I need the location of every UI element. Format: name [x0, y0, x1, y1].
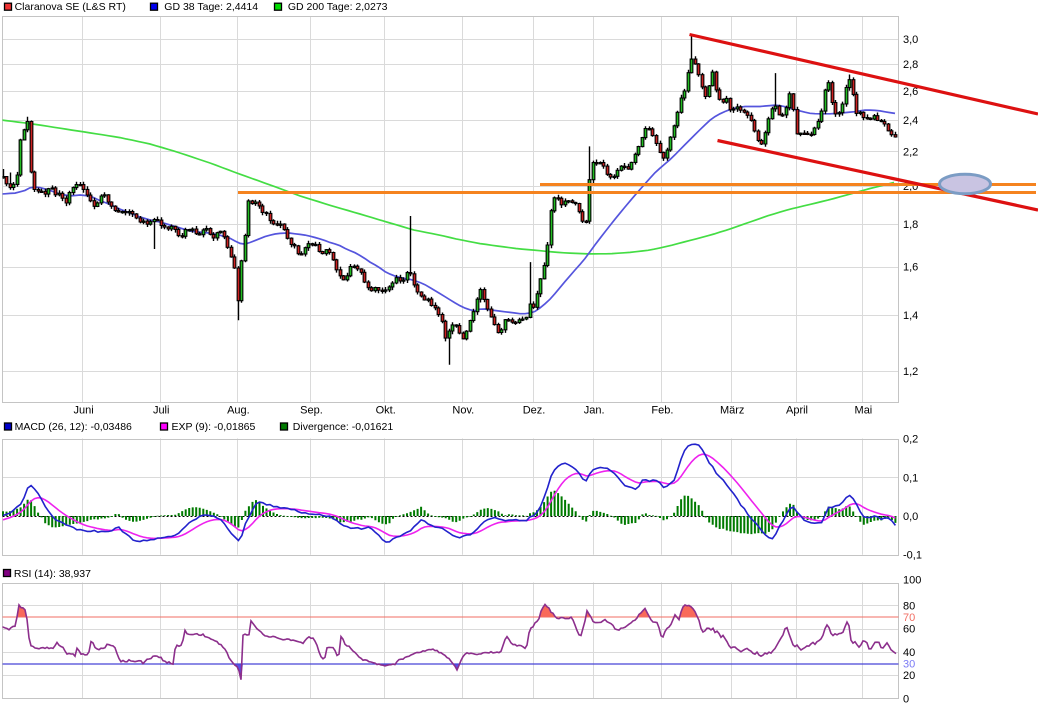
svg-text:Juni: Juni — [74, 405, 94, 417]
svg-text:Jan.: Jan. — [584, 405, 605, 417]
svg-text:-0,1: -0,1 — [903, 550, 922, 562]
svg-text:0,0: 0,0 — [903, 511, 918, 523]
svg-text:Sep.: Sep. — [300, 405, 323, 417]
svg-text:RSI (14): 38,937: RSI (14): 38,937 — [14, 568, 91, 580]
svg-text:Aug.: Aug. — [227, 405, 250, 417]
svg-text:70: 70 — [903, 612, 915, 624]
svg-text:1,4: 1,4 — [903, 310, 918, 322]
svg-text:0: 0 — [903, 694, 909, 706]
svg-text:0,1: 0,1 — [903, 472, 918, 484]
svg-text:1,6: 1,6 — [903, 262, 918, 274]
svg-text:80: 80 — [903, 600, 915, 612]
svg-text:1,2: 1,2 — [903, 366, 918, 378]
svg-text:Dez.: Dez. — [523, 405, 546, 417]
svg-text:30: 30 — [903, 659, 915, 671]
svg-text:EXP (9): -0,01865: EXP (9): -0,01865 — [172, 421, 256, 433]
svg-text:2,2: 2,2 — [903, 146, 918, 158]
svg-text:GD 38 Tage: 2,4414: GD 38 Tage: 2,4414 — [164, 1, 258, 13]
svg-text:1,8: 1,8 — [903, 219, 918, 231]
svg-text:40: 40 — [903, 647, 915, 659]
svg-text:MACD (26, 12): -0,03486: MACD (26, 12): -0,03486 — [15, 421, 132, 433]
svg-text:0,2: 0,2 — [903, 434, 918, 446]
svg-text:Nov.: Nov. — [452, 405, 474, 417]
svg-text:März: März — [720, 405, 744, 417]
svg-text:2,8: 2,8 — [903, 59, 918, 71]
svg-text:Mai: Mai — [855, 405, 873, 417]
svg-text:2,4: 2,4 — [903, 115, 918, 127]
svg-text:Okt.: Okt. — [376, 405, 396, 417]
svg-text:Divergence: -0,01621: Divergence: -0,01621 — [293, 421, 394, 433]
svg-text:3,0: 3,0 — [903, 34, 918, 46]
svg-text:Juli: Juli — [153, 405, 170, 417]
svg-text:100: 100 — [903, 575, 921, 587]
svg-text:Claranova SE (L&S RT): Claranova SE (L&S RT) — [15, 1, 126, 13]
svg-text:60: 60 — [903, 624, 915, 636]
svg-text:20: 20 — [903, 670, 915, 682]
svg-text:Feb.: Feb. — [651, 405, 673, 417]
svg-text:April: April — [786, 405, 808, 417]
svg-text:GD 200 Tage: 2,0273: GD 200 Tage: 2,0273 — [288, 1, 388, 13]
